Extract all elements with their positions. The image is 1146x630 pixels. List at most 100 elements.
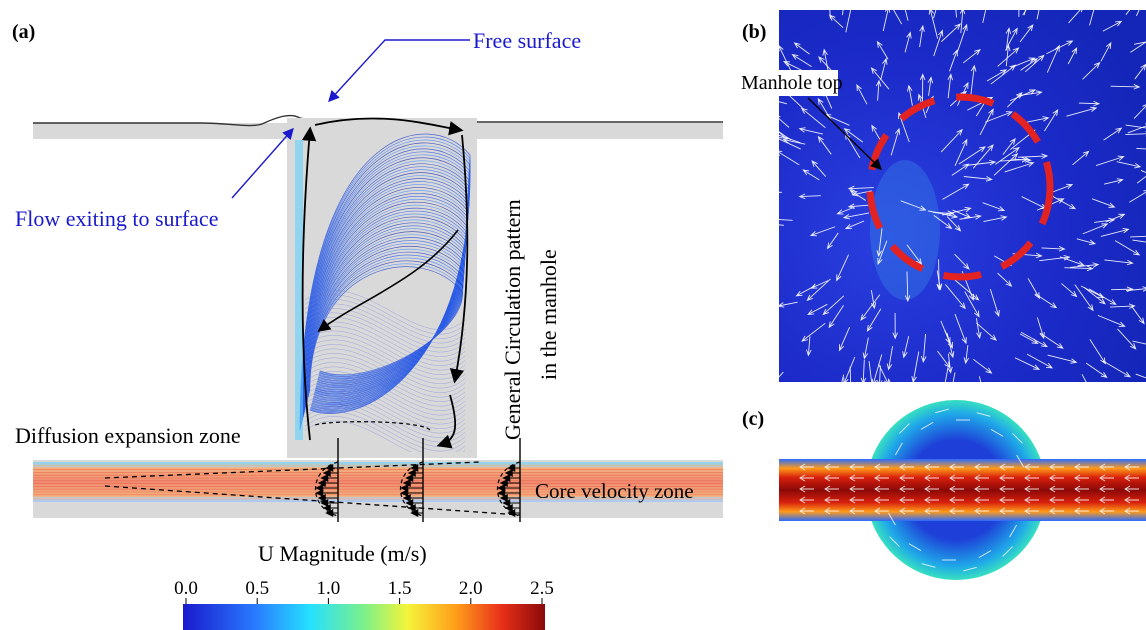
vector-arrow [1011, 157, 1032, 163]
vector-arrow [1102, 360, 1132, 378]
streamline [304, 339, 466, 380]
vector-arrow [1110, 84, 1141, 90]
vector-arrow [1089, 10, 1095, 26]
vector-arrow [1140, 169, 1146, 174]
vector-arrow [1074, 463, 1089, 471]
vector-arrow [928, 10, 939, 39]
panel-c-label: (c) [742, 408, 764, 430]
vector-arrow [892, 312, 898, 340]
vector-arrow [1097, 314, 1126, 327]
vector-arrow [963, 345, 970, 365]
vector-arrow [802, 169, 820, 181]
streamline [304, 204, 467, 410]
streamline [300, 142, 470, 428]
streamline [301, 154, 470, 424]
colorbar-gradient [183, 604, 545, 630]
vector-arrow [779, 371, 784, 378]
vector-arrow [933, 10, 937, 19]
vector-arrow [1068, 10, 1083, 24]
vector-arrow [1024, 463, 1039, 471]
vector-arrow [1088, 288, 1117, 305]
vector-arrow [1018, 153, 1049, 159]
vector-arrow [1024, 507, 1039, 515]
vector-arrow [1002, 137, 1016, 155]
streamline [300, 151, 470, 425]
vector-arrow [955, 10, 957, 18]
vector-arrow [982, 10, 987, 23]
vector-arrow [899, 423, 910, 434]
vector-arrow [899, 474, 914, 482]
vector-arrow [1007, 27, 1018, 46]
vector-arrow [1019, 24, 1034, 43]
vector-arrow [1082, 61, 1101, 80]
vector-arrow [811, 160, 827, 177]
vector-arrow [793, 42, 810, 55]
vector-arrow [824, 485, 839, 493]
vector-arrow [1072, 150, 1090, 166]
vector-arrow [886, 346, 894, 371]
vector-arrow [791, 53, 812, 68]
manhole-top-label: Manhole top [741, 72, 843, 94]
vector-arrow [1064, 265, 1094, 272]
vector-arrow [882, 10, 891, 32]
vector-arrow [845, 10, 852, 33]
streamline [307, 243, 464, 398]
vector-arrow [1034, 293, 1058, 309]
vector-arrow [945, 284, 966, 310]
panel-b-label: (b) [742, 21, 766, 43]
streamline [305, 216, 466, 406]
vector-arrow [902, 336, 910, 359]
vector-arrow [779, 115, 790, 128]
vector-arrow [779, 131, 787, 139]
vector-arrow [963, 176, 993, 182]
vector-arrow [1044, 108, 1059, 132]
vector-arrow [966, 159, 997, 166]
core-velocity-label: Core velocity zone [535, 479, 694, 503]
vector-arrow [944, 367, 949, 382]
streamline [304, 348, 466, 389]
vector-arrow [911, 351, 920, 382]
vector-arrow [999, 474, 1014, 482]
vector-arrow [1049, 485, 1064, 493]
vector-arrow [817, 135, 832, 155]
vector-arrow [887, 512, 896, 526]
vector-arrow [1135, 373, 1146, 379]
streamline [306, 225, 465, 404]
streamline [304, 366, 466, 407]
vector-arrow [847, 203, 870, 210]
vector-arrow [949, 496, 964, 504]
vector-arrow [1133, 41, 1146, 45]
vector-arrow [924, 463, 939, 471]
vector-arrow [1124, 463, 1139, 471]
vector-arrow [1135, 10, 1140, 17]
streamline [308, 251, 464, 396]
vector-arrow [779, 101, 787, 105]
streamline [305, 210, 466, 408]
vector-arrow [847, 185, 874, 192]
vector-arrow [1002, 546, 1013, 557]
streamline [300, 148, 470, 426]
streamline [304, 357, 466, 398]
streamline [308, 254, 464, 395]
vector-arrow [1016, 454, 1025, 468]
vector-arrow [779, 224, 784, 226]
vector-arrow [985, 111, 1013, 123]
vector-arrow [1130, 41, 1146, 53]
velocity-profile [315, 438, 339, 522]
vector-arrow [798, 193, 821, 200]
vector-arrow [975, 317, 982, 339]
vector-arrow [1076, 238, 1097, 245]
vector-arrow [874, 474, 889, 482]
streamline [307, 245, 464, 397]
streamline [304, 198, 467, 411]
vector-arrow [899, 463, 914, 471]
vector-arrow [1041, 246, 1066, 252]
main-pipe [33, 438, 723, 522]
vector-arrow [1024, 474, 1039, 482]
vector-arrow [856, 84, 868, 105]
streamline [299, 133, 471, 431]
vector-arrow [824, 474, 839, 482]
vector-arrow [954, 313, 967, 345]
vector-arrow [1136, 175, 1146, 184]
vector-arrow [983, 215, 1008, 223]
